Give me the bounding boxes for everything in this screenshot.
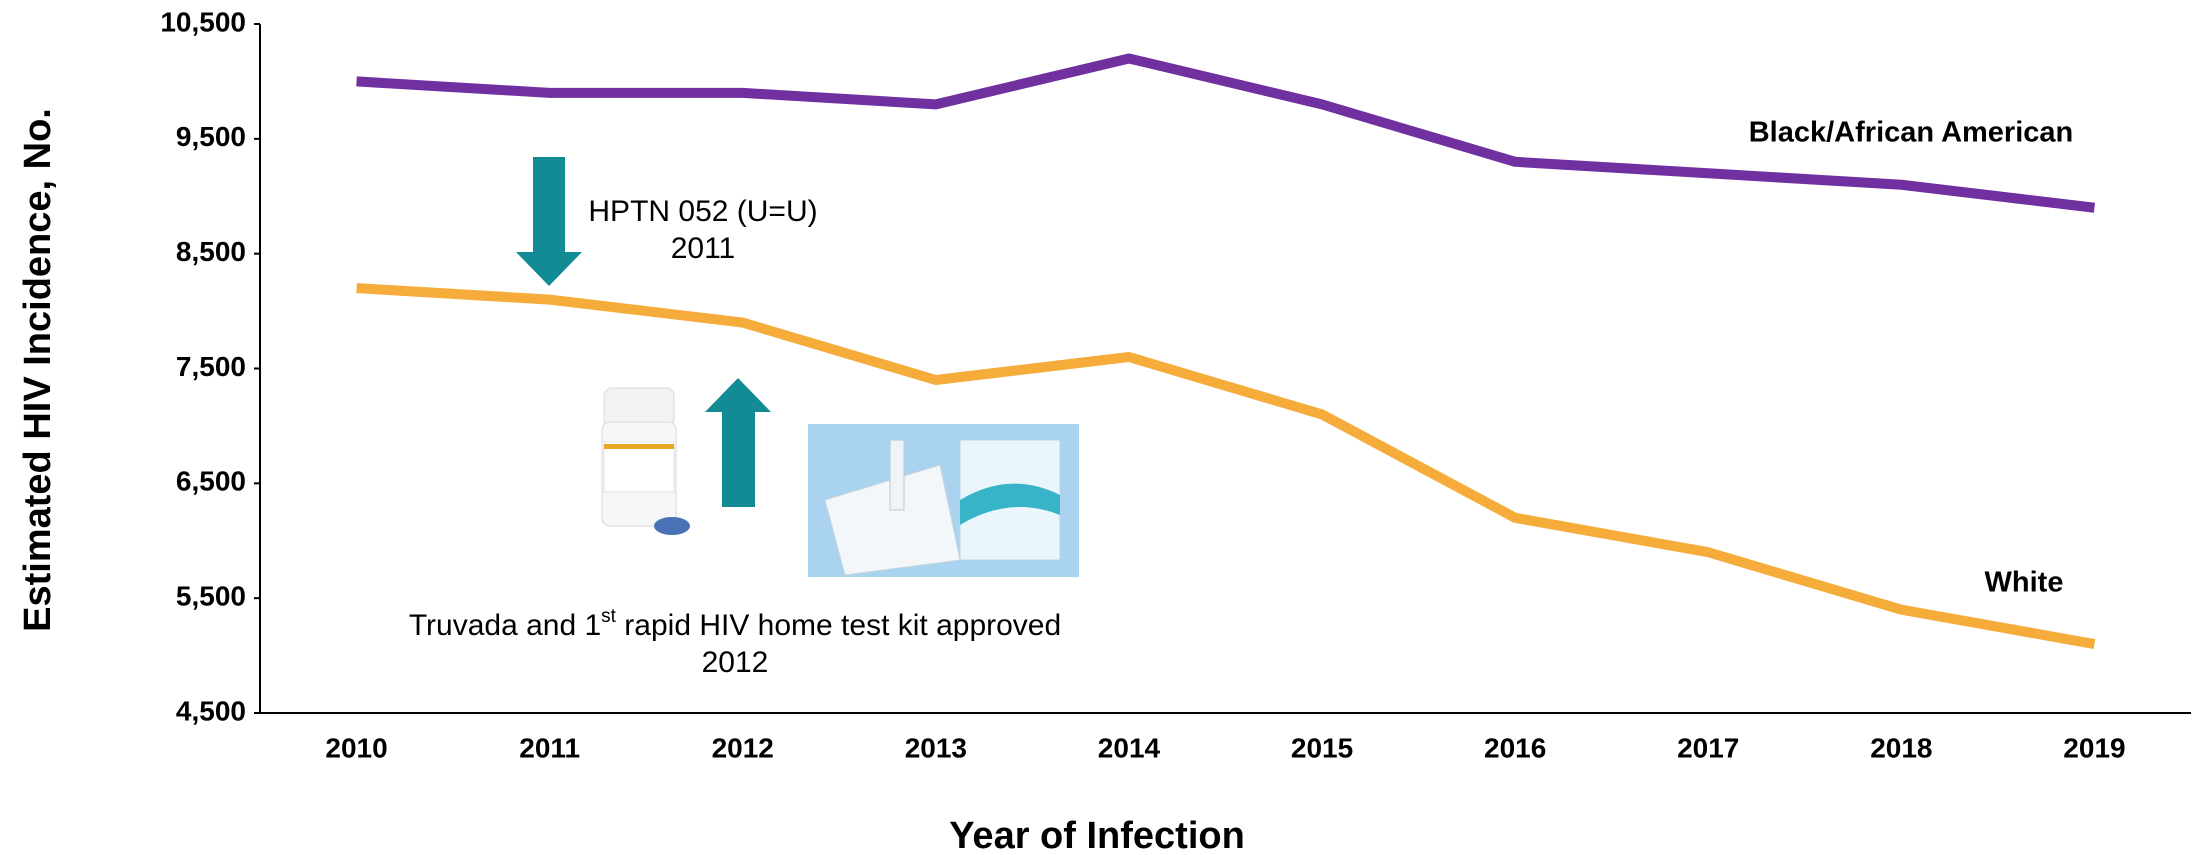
y-tick-label: 5,500 [176, 581, 246, 612]
x-tick-label: 2011 [519, 732, 580, 763]
up-arrow [705, 378, 771, 507]
annotation: 2011 [671, 232, 736, 265]
annotation: 2012 [702, 646, 769, 679]
y-tick-label: 7,500 [176, 351, 246, 382]
x-tick-label: 2012 [712, 732, 774, 763]
truvada-bottle [601, 387, 690, 535]
x-tick-label: 2016 [1484, 732, 1546, 763]
series-line [356, 53, 2096, 213]
x-tick-label: 2014 [1098, 732, 1161, 763]
y-tick-label: 6,500 [176, 466, 246, 497]
x-tick-label: 2010 [325, 732, 387, 763]
annotation-part: st [601, 606, 617, 627]
series-label: White [1985, 567, 2064, 599]
y-tick-label: 4,500 [176, 695, 246, 726]
annotation: HPTN 052 (U=U) [588, 195, 817, 228]
x-tick-label: 2018 [1870, 732, 1932, 763]
y-tick-label: 9,500 [176, 121, 246, 152]
annotation-part: Truvada and 1 [409, 609, 601, 642]
oraquick-kit [808, 424, 1079, 577]
series-label: Black/African American [1749, 117, 2074, 149]
x-tick-label: 2019 [2063, 732, 2125, 763]
y-tick-label: 8,500 [176, 236, 246, 267]
x-tick-label: 2015 [1291, 732, 1353, 763]
y-tick-label: 10,500 [160, 6, 246, 37]
y-axis-title: Estimated HIV Incidence, No. [17, 108, 59, 632]
x-tick-label: 2017 [1677, 732, 1739, 763]
down-arrow [516, 157, 582, 286]
series-line [356, 283, 2096, 650]
x-axis-title: Year of Infection [949, 815, 1245, 855]
x-tick-label: 2013 [905, 732, 967, 763]
annotation-part: rapid HIV home test kit approved [616, 609, 1061, 642]
annotation: Truvada and 1st rapid HIV home test kit … [409, 606, 1061, 642]
